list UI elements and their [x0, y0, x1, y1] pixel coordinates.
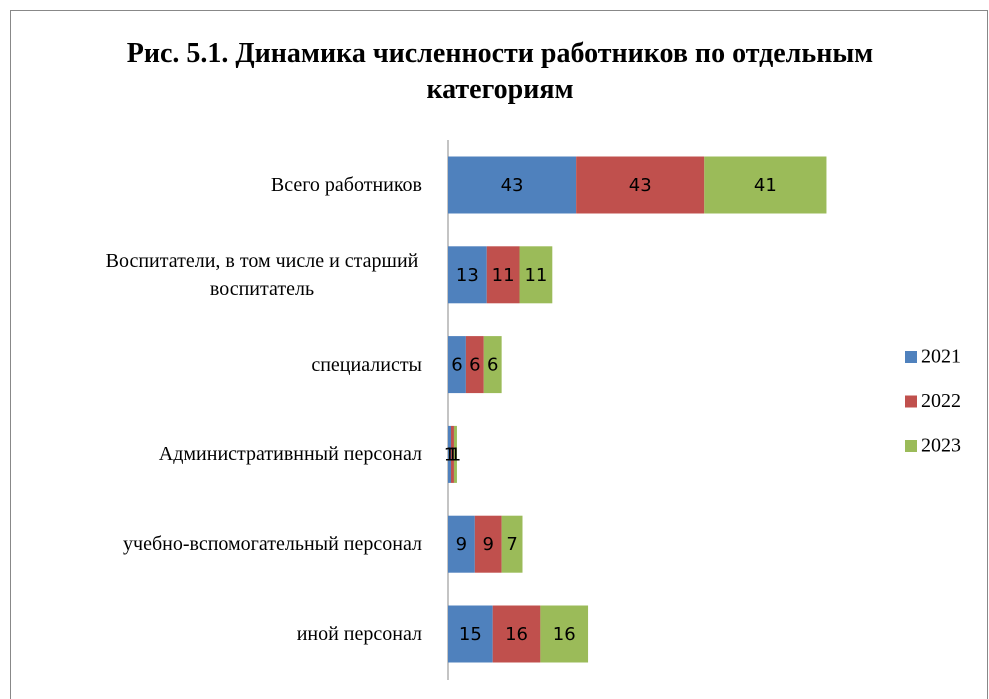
legend-swatch	[905, 440, 917, 452]
bar-segment	[448, 246, 487, 304]
data-label: 1	[450, 444, 461, 465]
bar-segment	[483, 336, 502, 394]
data-label: 11	[524, 265, 547, 286]
bar-segment	[448, 336, 466, 394]
legend-label: 2022	[921, 390, 961, 412]
data-label: 9	[483, 534, 494, 555]
data-label: 6	[487, 355, 498, 376]
bar-segment	[448, 425, 451, 483]
chart-frame	[10, 10, 988, 699]
legend-swatch	[905, 395, 917, 408]
bar-segment	[540, 605, 589, 663]
data-label: 11	[492, 265, 515, 286]
category-label: учебно-вспомогательный персонал	[123, 533, 422, 556]
bar-segment	[501, 515, 523, 573]
bar-segment	[450, 425, 454, 483]
data-label: 6	[469, 355, 480, 376]
chart-title: Рис. 5.1. Динамика численности работнико…	[126, 38, 874, 105]
bar-segment	[448, 605, 493, 663]
legend-label: 2023	[921, 435, 961, 457]
bar-segment	[453, 425, 457, 483]
data-label: 41	[754, 175, 777, 196]
category-label: специалисты	[311, 353, 422, 376]
bar-segment	[519, 246, 553, 304]
bar-segment	[492, 605, 541, 663]
data-label: 9	[456, 534, 467, 555]
data-label: 16	[553, 624, 576, 645]
data-label: 15	[459, 624, 482, 645]
category-label: Административнный персонал	[158, 443, 422, 466]
legend-swatch	[905, 351, 917, 363]
data-label: 6	[451, 355, 462, 376]
category-label: Воспитатели, в том числе и старший воспи…	[105, 249, 419, 300]
data-label: 7	[506, 534, 517, 555]
bar-segment	[486, 246, 520, 304]
bar-segment	[448, 515, 475, 573]
bar-segment	[465, 336, 484, 394]
data-label: 16	[505, 624, 528, 645]
data-label: 13	[456, 265, 479, 286]
bar-segment	[704, 156, 827, 214]
legend-label: 2021	[921, 346, 961, 368]
data-label: 43	[629, 175, 652, 196]
data-label: 1	[447, 444, 458, 465]
bar-segment	[448, 156, 577, 214]
category-label: иной персонал	[296, 623, 422, 645]
category-label: Всего работников	[270, 174, 422, 196]
data-label: 1	[444, 444, 455, 465]
bar-segment	[576, 156, 705, 214]
data-label: 43	[501, 175, 524, 196]
bar-segment	[474, 515, 502, 573]
